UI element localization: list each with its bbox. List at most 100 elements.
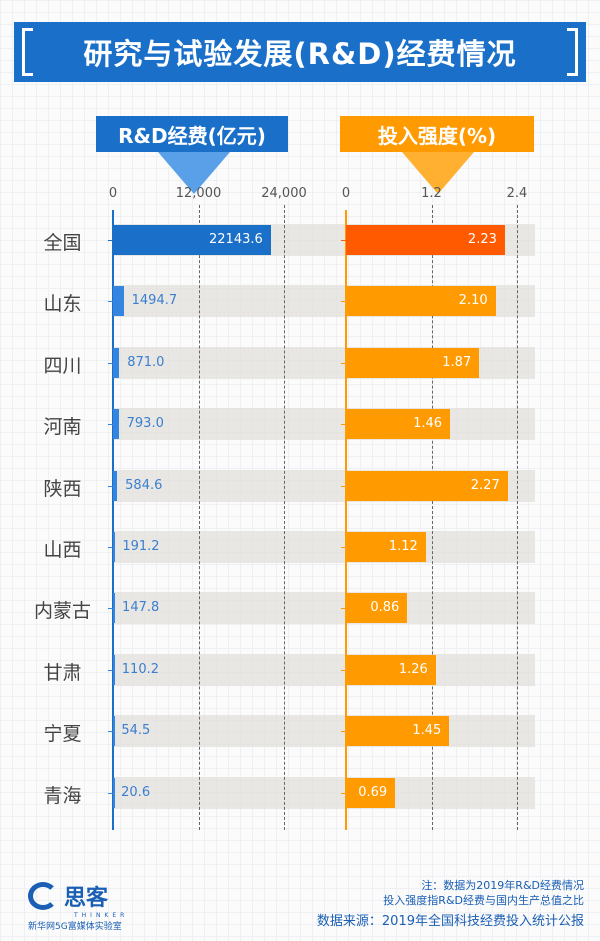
- intensity-bar: [346, 777, 396, 808]
- gridline: [198, 205, 200, 830]
- axis-tick-label: 2.4: [506, 186, 528, 201]
- row-band: [113, 531, 535, 563]
- axis-tick-label: 0: [341, 186, 351, 201]
- axis-tick-label: 24,000: [261, 186, 307, 201]
- data-label: 871.0: [127, 354, 165, 370]
- row-band: [113, 715, 535, 748]
- axis-tick: [108, 240, 113, 241]
- axis-tick: [108, 608, 113, 610]
- data-label: 147.8: [122, 600, 160, 616]
- intensity-bar: [346, 716, 450, 747]
- note-2: 投入强度指R&D经费与国内生产总值之比: [383, 894, 584, 907]
- category-label: 内蒙古: [33, 600, 91, 623]
- axis-tick: [341, 240, 346, 241]
- axis-tick: [341, 301, 346, 303]
- notes: 注：数据为2019年R&D经费情况 投入强度指R&D经费与国内生产总值之比: [383, 878, 584, 908]
- data-label: 2.27: [470, 477, 500, 493]
- axis-tick: [341, 547, 346, 548]
- data-label: 1.46: [413, 416, 443, 432]
- axis-tick: [108, 547, 113, 548]
- data-label: 1.26: [398, 661, 428, 677]
- logo-name: 思客: [64, 885, 109, 911]
- intensity-bar: [346, 286, 496, 317]
- rd-bar: [113, 225, 271, 255]
- category-label: 青海: [43, 784, 82, 807]
- gridline: [517, 205, 518, 830]
- axis-line: [112, 210, 114, 830]
- page-title: 研究与试验发展(R&D)经费情况: [14, 22, 586, 82]
- row-band: [113, 776, 535, 809]
- data-label: 2.10: [458, 293, 488, 309]
- source: 数据来源：2019年全国科技经费投入统计公报: [316, 914, 584, 929]
- axis-tick-label: 1.2: [421, 186, 442, 201]
- data-label: 191.2: [122, 539, 160, 554]
- rd-bar: [113, 777, 115, 808]
- intensity-bar: [346, 225, 505, 255]
- axis-line: [345, 210, 347, 830]
- data-label: 1.12: [388, 539, 418, 554]
- note-1: 注：数据为2019年R&D经费情况: [421, 879, 584, 892]
- rd-bar: [113, 347, 120, 378]
- rd-bar: [113, 593, 115, 624]
- data-label: 1494.7: [131, 293, 178, 309]
- category-label: 山西: [43, 539, 82, 561]
- rd-bar: [113, 286, 124, 317]
- axis-tick: [341, 485, 346, 487]
- axis-tick-label: 0: [108, 186, 118, 201]
- logo: 思客 THINKER 新华网5G富媒体实验室: [28, 880, 138, 932]
- data-label: 0.69: [358, 784, 388, 800]
- rd-bar: [113, 532, 115, 562]
- intensity-bar: [346, 593, 408, 624]
- category-label: 山东: [43, 293, 82, 316]
- data-label: 584.6: [125, 477, 163, 493]
- data-label: 793.0: [126, 416, 164, 432]
- data-label: 54.5: [121, 723, 151, 739]
- data-label: 0.86: [370, 600, 400, 616]
- axis-tick: [108, 485, 113, 487]
- row-band: [113, 653, 535, 686]
- axis-tick: [108, 362, 113, 364]
- gridline: [431, 205, 433, 830]
- axis-tick: [108, 424, 113, 426]
- intensity-chart-header: 投入强度(%): [340, 116, 534, 152]
- rd-bar: [113, 716, 115, 747]
- intensity-bar: [346, 470, 508, 501]
- category-label: 宁夏: [43, 723, 82, 746]
- axis-tick: [341, 792, 346, 794]
- axis-tick-label: 12,000: [175, 186, 222, 201]
- category-label: 四川: [43, 354, 82, 377]
- arrow-down-icon: [402, 152, 474, 194]
- axis-tick: [341, 362, 346, 364]
- row-band: [113, 408, 535, 441]
- data-label: 2.23: [467, 232, 497, 247]
- data-label: 1.45: [412, 723, 442, 739]
- row-band: [113, 592, 535, 625]
- axis-tick: [108, 792, 113, 794]
- data-label: 110.2: [121, 661, 159, 677]
- rd-bar: [113, 470, 118, 501]
- data-label: 20.6: [121, 784, 151, 800]
- rd-bar: [113, 654, 115, 685]
- category-label: 河南: [43, 416, 82, 439]
- intensity-bar: [346, 347, 480, 378]
- axis-tick: [341, 669, 346, 671]
- category-label: 甘肃: [43, 661, 82, 684]
- intensity-bar: [346, 654, 436, 685]
- arrow-down-icon: [158, 152, 230, 194]
- data-label: 1.87: [442, 354, 472, 370]
- axis-tick: [108, 669, 113, 671]
- rd-chart-header: R&D经费(亿元): [96, 116, 288, 152]
- gridline: [284, 205, 285, 830]
- category-label: 陕西: [43, 477, 82, 500]
- axis-tick: [108, 731, 113, 733]
- data-label: 22143.6: [209, 232, 263, 247]
- logo-org: 新华网5G富媒体实验室: [28, 922, 122, 932]
- intensity-bar: [346, 409, 451, 440]
- logo-sub: THINKER: [74, 912, 129, 919]
- intensity-bar: [346, 532, 426, 562]
- category-label: 全国: [43, 232, 82, 254]
- axis-tick: [108, 301, 113, 303]
- axis-tick: [341, 731, 346, 733]
- rd-bar: [113, 409, 119, 440]
- axis-tick: [341, 424, 346, 426]
